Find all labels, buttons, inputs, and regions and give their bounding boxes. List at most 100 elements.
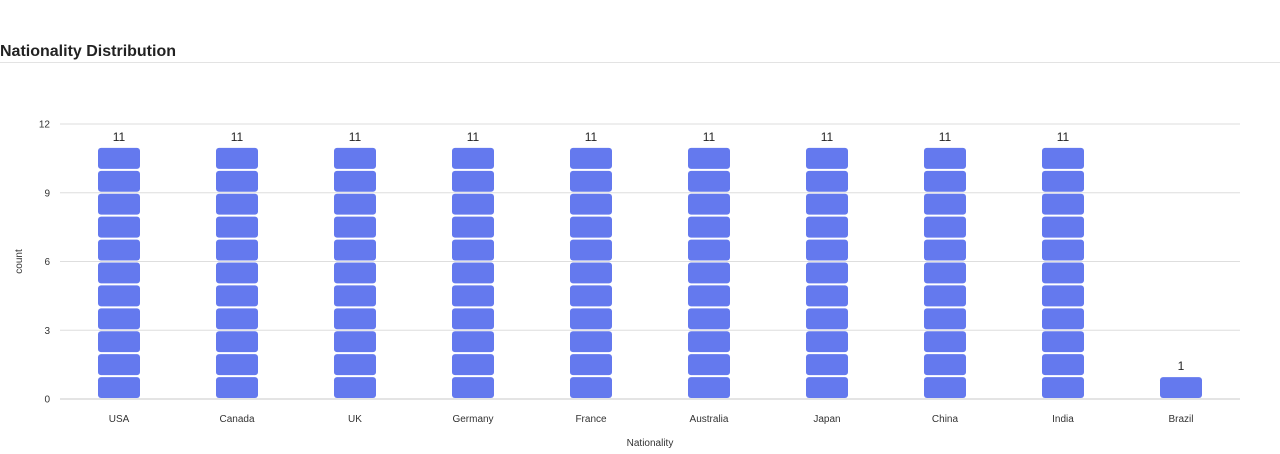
x-tick-label: China — [932, 414, 959, 425]
bar-segment — [452, 193, 494, 215]
bar-segment — [570, 239, 612, 261]
data-label: 11 — [585, 130, 598, 144]
bar-segment — [806, 239, 848, 261]
data-label: 11 — [1057, 130, 1070, 144]
bar-segment — [1042, 354, 1084, 376]
bar-segment — [570, 216, 612, 238]
bar-segment — [924, 239, 966, 261]
bar-segment — [570, 308, 612, 330]
data-label: 11 — [821, 130, 834, 144]
bar-segment — [98, 170, 140, 192]
bar-segment — [334, 193, 376, 215]
grid-lines — [60, 123, 1240, 400]
bar-segment — [1042, 331, 1084, 353]
bar-australia — [688, 147, 730, 398]
bar-segment — [688, 308, 730, 330]
bar-segment — [216, 331, 258, 353]
data-label: 11 — [467, 130, 480, 144]
data-labels: 11 11 11 11 11 11 11 11 111 — [113, 130, 1185, 373]
bar-segment — [570, 170, 612, 192]
bar-segment — [806, 147, 848, 169]
bar-segment — [570, 377, 612, 398]
bar-segment — [98, 239, 140, 261]
bar-canada — [216, 147, 258, 398]
bar-segment — [334, 147, 376, 169]
bar-segment — [216, 216, 258, 238]
bar-segment — [216, 239, 258, 261]
x-axis-title: Nationality — [627, 438, 674, 449]
bar-segment — [570, 147, 612, 169]
bar-segment — [806, 377, 848, 398]
x-tick-label: USA — [109, 414, 130, 425]
bar-segment — [216, 354, 258, 376]
bar-brazil — [1160, 377, 1202, 398]
bar-segment — [334, 354, 376, 376]
y-tick-label: 12 — [39, 120, 51, 131]
bar-segment — [806, 216, 848, 238]
bar-segment — [1042, 216, 1084, 238]
bar-segment — [334, 331, 376, 353]
bar-segment — [924, 308, 966, 330]
y-axis-title: count — [14, 249, 25, 274]
bar-segment — [688, 147, 730, 169]
bar-segment — [806, 193, 848, 215]
bar-segment — [924, 377, 966, 398]
bar-segment — [216, 170, 258, 192]
x-tick-label: Australia — [690, 414, 729, 425]
bar-segment — [452, 262, 494, 284]
bar-segment — [452, 377, 494, 398]
bar-segment — [924, 170, 966, 192]
bar-uk — [334, 147, 376, 398]
bar-segment — [216, 285, 258, 307]
bar-segment — [1042, 239, 1084, 261]
bar-segment — [924, 285, 966, 307]
data-label: 1 — [1178, 359, 1185, 373]
bar-segment — [98, 262, 140, 284]
bar-segment — [570, 285, 612, 307]
bar-segment — [1042, 262, 1084, 284]
data-label: 11 — [703, 130, 716, 144]
bar-segment — [924, 193, 966, 215]
bar-segment — [806, 308, 848, 330]
bar-segment — [806, 354, 848, 376]
bar-segment — [688, 262, 730, 284]
bar-segment — [1160, 377, 1202, 398]
bar-segment — [98, 331, 140, 353]
bar-segment — [452, 170, 494, 192]
bar-segment — [688, 170, 730, 192]
x-tick-label: UK — [348, 414, 362, 425]
bar-segment — [334, 262, 376, 284]
bar-segment — [1042, 285, 1084, 307]
bar-segment — [98, 147, 140, 169]
bar-segment — [98, 354, 140, 376]
bar-segment — [216, 262, 258, 284]
bar-segment — [924, 216, 966, 238]
bar-segment — [924, 147, 966, 169]
x-tick-label: India — [1052, 414, 1074, 425]
bar-segment — [216, 193, 258, 215]
bar-segment — [570, 354, 612, 376]
bar-segment — [688, 216, 730, 238]
bar-segment — [334, 377, 376, 398]
bar-segment — [216, 147, 258, 169]
bar-segment — [334, 216, 376, 238]
bar-segment — [806, 170, 848, 192]
y-tick-label: 6 — [44, 257, 50, 268]
bar-segment — [688, 377, 730, 398]
bar-segment — [570, 331, 612, 353]
bar-segment — [1042, 193, 1084, 215]
x-tick-label: Germany — [452, 414, 493, 425]
bar-segment — [1042, 308, 1084, 330]
data-label: 11 — [939, 130, 952, 144]
bars — [98, 147, 1202, 398]
x-tick-label: France — [575, 414, 607, 425]
bar-segment — [452, 308, 494, 330]
x-tick-label: Japan — [813, 414, 840, 425]
bar-segment — [1042, 170, 1084, 192]
y-tick-labels: 0 3 6 9 12 — [39, 120, 51, 406]
bar-segment — [452, 239, 494, 261]
bar-france — [570, 147, 612, 398]
bar-segment — [1042, 147, 1084, 169]
bar-segment — [98, 377, 140, 398]
